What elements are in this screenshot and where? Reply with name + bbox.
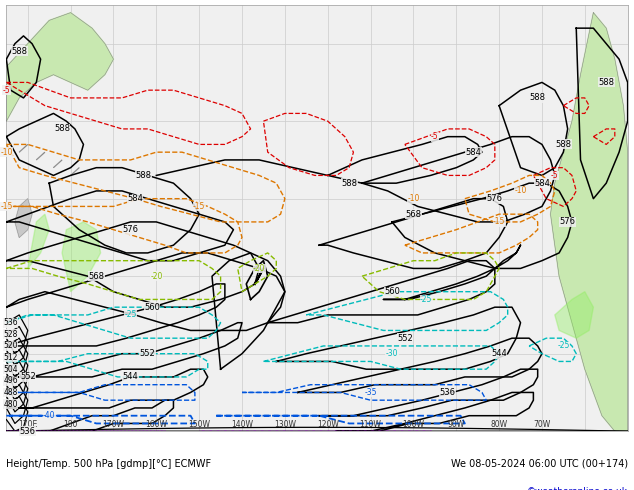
Text: 576: 576 (560, 218, 576, 226)
Text: 488: 488 (3, 388, 18, 397)
Text: 80W: 80W (491, 420, 508, 429)
Text: -25: -25 (557, 342, 569, 350)
Text: 588: 588 (54, 124, 70, 133)
Polygon shape (15, 198, 32, 238)
Polygon shape (28, 214, 49, 269)
Text: 568: 568 (405, 210, 422, 219)
Text: 560: 560 (144, 303, 160, 312)
Text: 552: 552 (140, 349, 155, 358)
Text: 536: 536 (440, 388, 456, 397)
Text: 520: 520 (3, 342, 18, 350)
Text: 70W: 70W (533, 420, 550, 429)
Text: 568: 568 (88, 271, 105, 281)
Text: 170E: 170E (18, 420, 37, 429)
Text: 584: 584 (465, 147, 481, 157)
Text: 110W: 110W (359, 420, 382, 429)
Text: 496: 496 (3, 376, 18, 385)
Text: -5: -5 (551, 171, 559, 180)
Text: 140W: 140W (231, 420, 253, 429)
Text: 528: 528 (3, 330, 18, 339)
Text: 536: 536 (20, 427, 36, 436)
Text: 588: 588 (598, 78, 614, 87)
Text: 536: 536 (3, 318, 18, 327)
Text: 150W: 150W (188, 420, 210, 429)
Text: 584: 584 (534, 179, 550, 188)
Text: 512: 512 (3, 353, 18, 362)
Text: -15: -15 (193, 202, 205, 211)
Text: 588: 588 (529, 94, 546, 102)
Text: -35: -35 (365, 388, 377, 397)
Text: -20: -20 (150, 271, 162, 281)
Polygon shape (53, 160, 62, 168)
Text: -20: -20 (253, 264, 266, 273)
Text: Height/Temp. 500 hPa [gdmp][°C] ECMWF: Height/Temp. 500 hPa [gdmp][°C] ECMWF (6, 459, 212, 469)
Text: -15: -15 (0, 202, 13, 211)
Text: 180: 180 (63, 420, 78, 429)
Text: 480: 480 (3, 399, 18, 409)
Polygon shape (70, 168, 79, 175)
Text: -10: -10 (0, 147, 13, 157)
Text: 588: 588 (341, 179, 357, 188)
Text: 588: 588 (555, 140, 571, 149)
Text: We 08-05-2024 06:00 UTC (00+174): We 08-05-2024 06:00 UTC (00+174) (451, 459, 628, 469)
Polygon shape (550, 13, 628, 431)
Text: -25: -25 (420, 295, 432, 304)
Text: -15: -15 (493, 218, 505, 226)
Text: -40: -40 (43, 411, 55, 420)
Text: -30: -30 (385, 349, 398, 358)
Text: -5: -5 (431, 132, 439, 141)
Text: 160W: 160W (145, 420, 167, 429)
Text: 588: 588 (136, 171, 152, 180)
Text: ©weatheronline.co.uk: ©weatheronline.co.uk (527, 487, 628, 490)
Text: 588: 588 (11, 47, 27, 56)
Text: 170W: 170W (103, 420, 124, 429)
Text: 90W: 90W (448, 420, 465, 429)
Text: 576: 576 (122, 225, 139, 234)
Text: -25: -25 (124, 311, 137, 319)
Polygon shape (36, 152, 45, 160)
Text: 544: 544 (491, 349, 507, 358)
Text: 552: 552 (397, 334, 413, 343)
Text: 544: 544 (123, 372, 138, 381)
Polygon shape (6, 13, 113, 121)
Polygon shape (62, 222, 101, 292)
Text: 130W: 130W (274, 420, 296, 429)
Text: 552: 552 (20, 372, 36, 381)
Polygon shape (19, 145, 28, 152)
Text: 584: 584 (127, 194, 143, 203)
Polygon shape (555, 292, 593, 338)
Text: 100W: 100W (403, 420, 424, 429)
Text: 576: 576 (487, 194, 503, 203)
Text: -10: -10 (407, 194, 420, 203)
Text: 560: 560 (384, 287, 400, 296)
Text: 504: 504 (3, 365, 18, 374)
Text: -10: -10 (514, 186, 527, 196)
Text: -5: -5 (3, 86, 10, 95)
Text: 120W: 120W (317, 420, 339, 429)
